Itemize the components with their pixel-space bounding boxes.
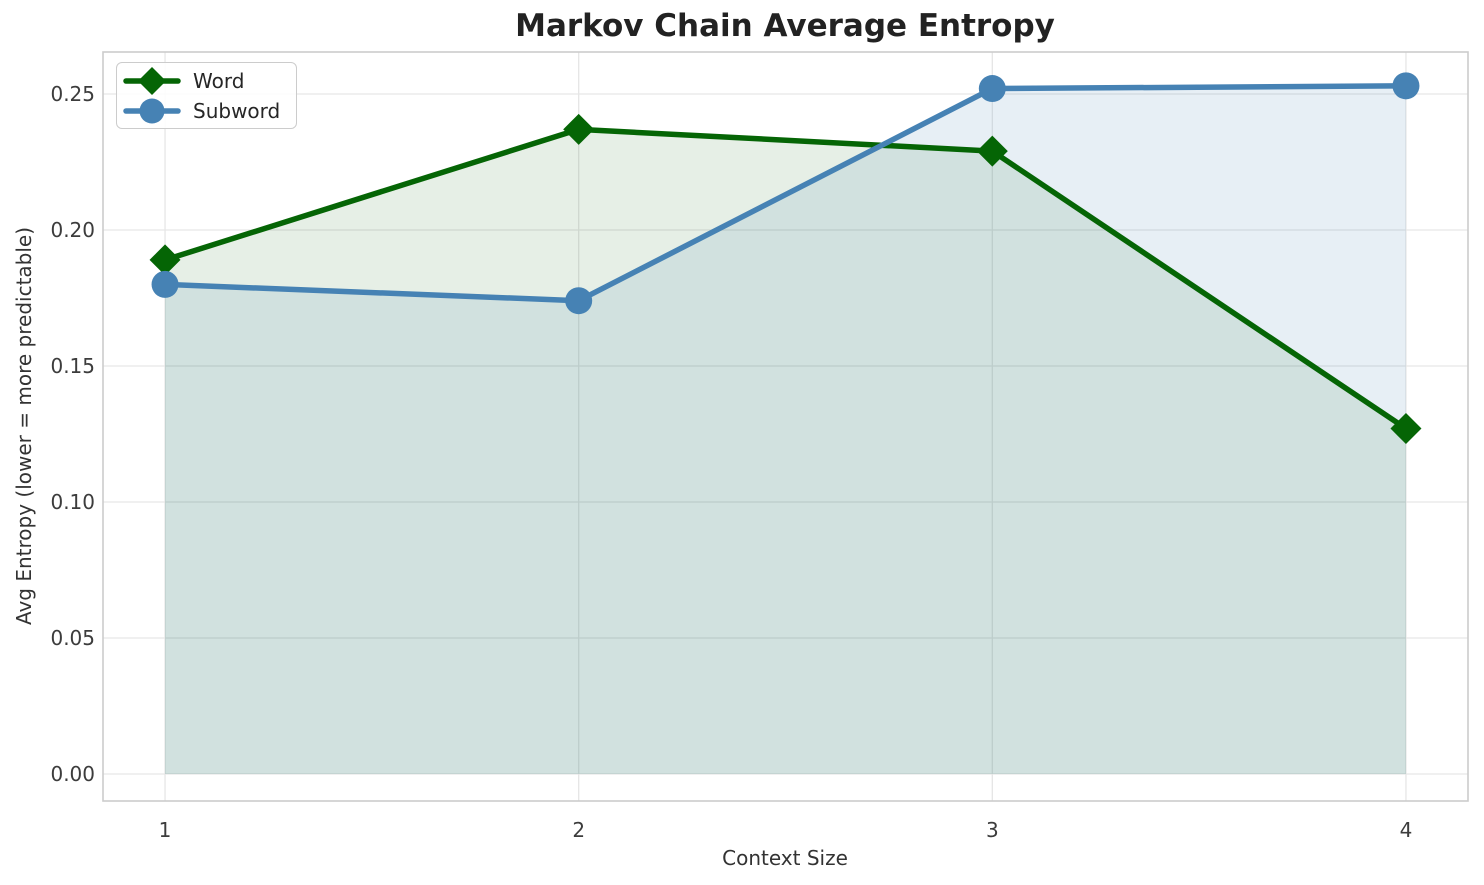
- y-axis-label: Avg Entropy (lower = more predictable): [12, 226, 36, 626]
- x-axis-label: Context Size: [722, 846, 848, 870]
- word-diamond-marker-icon: [976, 135, 1008, 167]
- legend-label-subword: Subword: [193, 98, 281, 123]
- subword-circle-marker-icon: [565, 287, 593, 315]
- subword-circle-marker-icon: [151, 270, 179, 298]
- axes-spines: [102, 51, 1469, 802]
- y-tick-label: 0.05: [50, 626, 95, 650]
- legend-item-subword: Subword: [123, 96, 280, 126]
- x-tick-label: 1: [159, 818, 172, 842]
- y-tick-label: 0.20: [50, 218, 95, 242]
- line-word: [162, 126, 1409, 432]
- legend-item-word: Word: [123, 66, 280, 96]
- legend: Word Subword: [116, 62, 298, 129]
- x-tick-label: 4: [1400, 818, 1413, 842]
- y-tick-label: 0.00: [50, 762, 95, 786]
- area-fill-subword: [165, 85, 1406, 774]
- word-diamond-marker-icon: [123, 66, 181, 95]
- line-subword: [162, 83, 1409, 304]
- legend-label-word: Word: [193, 68, 245, 93]
- x-tick-label: 3: [986, 818, 999, 842]
- word-diamond-marker-icon: [1390, 413, 1422, 445]
- legend-diamond-icon: [138, 66, 166, 95]
- subword-circle-marker-icon: [978, 75, 1006, 103]
- y-tick-label: 0.15: [50, 354, 95, 378]
- x-tick-label: 2: [572, 818, 585, 842]
- subword-circle-marker-icon: [1392, 72, 1420, 100]
- y-tick-label: 0.25: [50, 82, 95, 106]
- word-diamond-marker-icon: [563, 113, 595, 145]
- subword-circle-marker-icon: [123, 98, 181, 123]
- y-tick-label: 0.10: [50, 490, 95, 514]
- legend-circle-icon: [139, 98, 165, 123]
- chart-title: Markov Chain Average Entropy: [515, 8, 1055, 44]
- word-diamond-marker-icon: [149, 244, 181, 276]
- area-fill-word: [165, 129, 1406, 774]
